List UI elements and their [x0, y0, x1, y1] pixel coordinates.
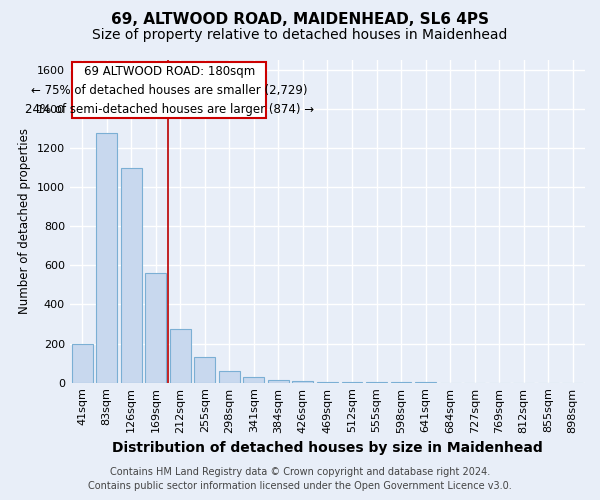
Bar: [268, 380, 289, 382]
Bar: [121, 168, 142, 382]
Bar: [292, 381, 313, 382]
Text: 69 ALTWOOD ROAD: 180sqm
← 75% of detached houses are smaller (2,729)
24% of semi: 69 ALTWOOD ROAD: 180sqm ← 75% of detache…: [25, 64, 314, 116]
Bar: [170, 329, 191, 382]
Bar: [145, 273, 166, 382]
Bar: [72, 344, 92, 382]
X-axis label: Distribution of detached houses by size in Maidenhead: Distribution of detached houses by size …: [112, 441, 543, 455]
Bar: [194, 358, 215, 382]
FancyBboxPatch shape: [73, 62, 266, 118]
Bar: [244, 377, 264, 382]
Bar: [219, 371, 240, 382]
Text: Contains HM Land Registry data © Crown copyright and database right 2024.
Contai: Contains HM Land Registry data © Crown c…: [88, 467, 512, 491]
Bar: [96, 134, 117, 382]
Text: 69, ALTWOOD ROAD, MAIDENHEAD, SL6 4PS: 69, ALTWOOD ROAD, MAIDENHEAD, SL6 4PS: [111, 12, 489, 28]
Y-axis label: Number of detached properties: Number of detached properties: [19, 128, 31, 314]
Text: Size of property relative to detached houses in Maidenhead: Size of property relative to detached ho…: [92, 28, 508, 42]
